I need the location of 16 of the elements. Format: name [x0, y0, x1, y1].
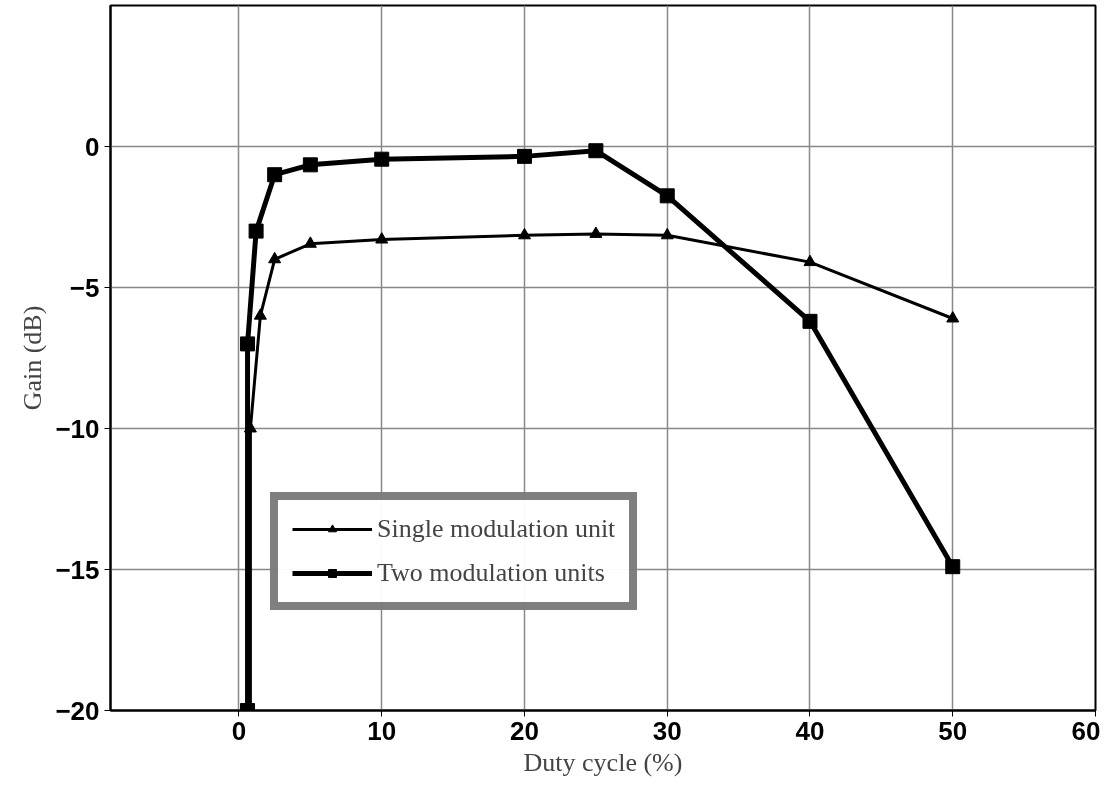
- x-tick-label: 50: [938, 715, 968, 746]
- x-tick-label: 60: [1071, 715, 1101, 746]
- x-tick-label: 20: [510, 715, 539, 746]
- x-tick-label: 30: [652, 715, 682, 746]
- y-tick-label: −10: [55, 413, 100, 444]
- legend-label: Single modulation unit: [377, 514, 616, 544]
- y-axis-title: Gain (dB): [18, 305, 48, 411]
- y-tick-label: −5: [69, 272, 100, 303]
- x-tick-label: 40: [795, 715, 825, 746]
- y-tick-label: −20: [55, 695, 100, 726]
- y-tick-label: −15: [55, 554, 100, 585]
- y-tick-label: 0: [85, 131, 100, 162]
- x-tick-label: 0: [231, 715, 247, 746]
- legend-label: Two modulation units: [377, 558, 605, 588]
- x-tick-label: 10: [367, 715, 397, 746]
- x-axis-title: Duty cycle (%): [523, 747, 683, 777]
